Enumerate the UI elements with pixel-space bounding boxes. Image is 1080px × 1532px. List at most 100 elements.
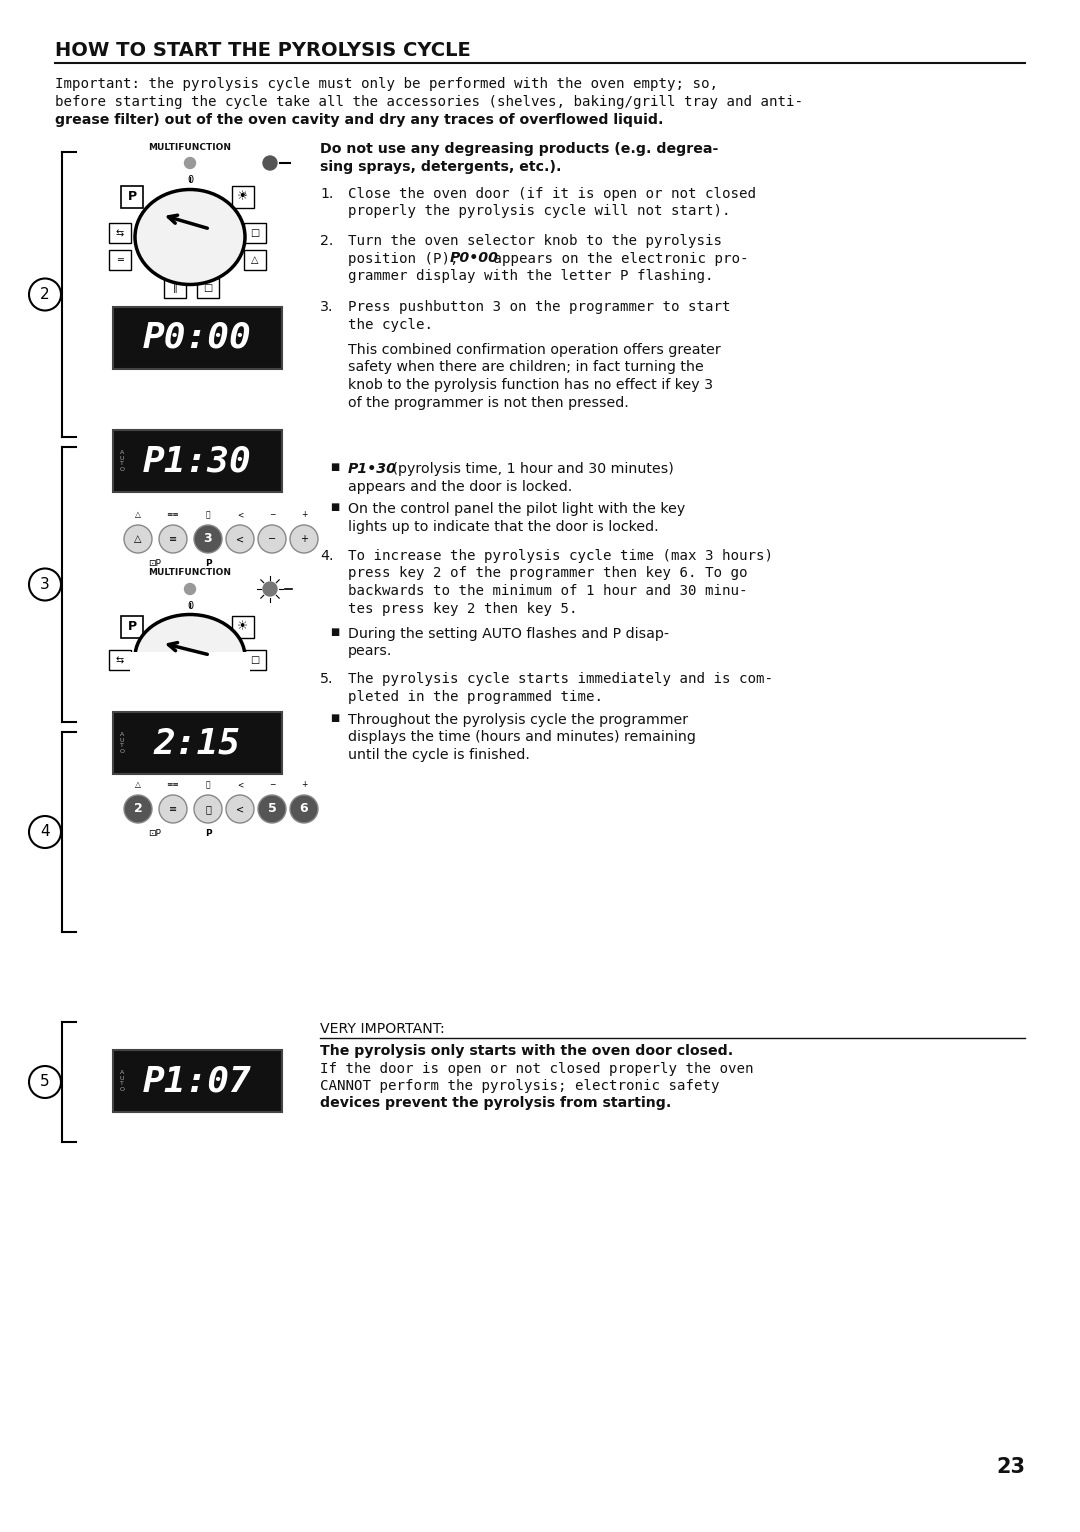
Text: This combined confirmation operation offers greater: This combined confirmation operation off… — [348, 343, 720, 357]
Text: 2: 2 — [40, 286, 50, 302]
Circle shape — [226, 795, 254, 823]
Text: △: △ — [252, 254, 259, 265]
Text: 3: 3 — [40, 578, 50, 591]
FancyBboxPatch shape — [113, 430, 282, 492]
Text: Close the oven door (if it is open or not closed: Close the oven door (if it is open or no… — [348, 187, 756, 201]
Circle shape — [124, 525, 152, 553]
Text: grammer display with the letter P flashing.: grammer display with the letter P flashi… — [348, 270, 714, 283]
FancyBboxPatch shape — [109, 650, 131, 669]
Ellipse shape — [135, 190, 245, 285]
Text: ═: ═ — [117, 254, 123, 265]
Text: 0: 0 — [187, 175, 193, 185]
FancyBboxPatch shape — [109, 224, 131, 244]
Text: P: P — [127, 190, 136, 204]
FancyBboxPatch shape — [113, 712, 282, 774]
Text: The pyrolysis only starts with the oven door closed.: The pyrolysis only starts with the oven … — [320, 1043, 733, 1059]
Circle shape — [258, 795, 286, 823]
Text: P: P — [205, 559, 212, 568]
Text: knob to the pyrolysis function has no effect if key 3: knob to the pyrolysis function has no ef… — [348, 378, 713, 392]
Text: lights up to indicate that the door is locked.: lights up to indicate that the door is l… — [348, 519, 659, 533]
Text: 5: 5 — [268, 803, 276, 815]
Text: Important: the pyrolysis cycle must only be performed with the oven empty; so,: Important: the pyrolysis cycle must only… — [55, 77, 718, 90]
FancyBboxPatch shape — [121, 616, 143, 637]
Text: before starting the cycle take all the accessories (shelves, baking/grill tray a: before starting the cycle take all the a… — [55, 95, 804, 109]
Text: The pyrolysis cycle starts immediately and is com-: The pyrolysis cycle starts immediately a… — [348, 673, 773, 686]
Text: □: □ — [251, 228, 259, 237]
Text: P0•00: P0•00 — [450, 251, 499, 265]
Circle shape — [291, 795, 318, 823]
Text: ⊡P: ⊡P — [149, 829, 161, 838]
Circle shape — [194, 525, 222, 553]
Text: *: * — [240, 192, 246, 202]
Circle shape — [264, 156, 276, 170]
Text: <: < — [237, 510, 243, 519]
Text: 4: 4 — [40, 824, 50, 840]
Text: 5.: 5. — [320, 673, 334, 686]
Text: ≡: ≡ — [168, 804, 177, 813]
Text: During the setting AUTO flashes and P disap-: During the setting AUTO flashes and P di… — [348, 627, 670, 640]
Text: of the programmer is not then pressed.: of the programmer is not then pressed. — [348, 395, 629, 409]
Text: MULTIFUNCTION: MULTIFUNCTION — [149, 142, 231, 152]
FancyBboxPatch shape — [109, 250, 131, 270]
Text: P: P — [127, 620, 136, 634]
Text: 2.: 2. — [320, 234, 334, 248]
Text: ⌖: ⌖ — [205, 780, 211, 789]
Text: −: − — [268, 535, 276, 544]
Bar — [130, 653, 249, 706]
Text: 0: 0 — [187, 601, 193, 611]
Text: pears.: pears. — [348, 645, 392, 659]
Text: 5: 5 — [40, 1074, 50, 1089]
FancyBboxPatch shape — [232, 616, 254, 637]
FancyBboxPatch shape — [113, 1049, 282, 1112]
Text: ■: ■ — [330, 463, 339, 472]
Text: A
U
T
O: A U T O — [120, 1071, 124, 1092]
Text: sing sprays, detergents, etc.).: sing sprays, detergents, etc.). — [320, 159, 562, 173]
Text: A
U
T
O: A U T O — [120, 732, 124, 754]
Text: 2:15: 2:15 — [153, 726, 241, 760]
Text: ⌖: ⌖ — [205, 510, 211, 519]
Text: P: P — [205, 829, 212, 838]
Text: devices prevent the pyrolysis from starting.: devices prevent the pyrolysis from start… — [320, 1097, 672, 1111]
Text: displays the time (hours and minutes) remaining: displays the time (hours and minutes) re… — [348, 731, 696, 745]
Text: ☀: ☀ — [238, 190, 248, 204]
Text: press key 2 of the programmer then key 6. To go: press key 2 of the programmer then key 6… — [348, 567, 747, 581]
Text: △: △ — [135, 780, 140, 789]
Text: Do not use any degreasing products (e.g. degrea-: Do not use any degreasing products (e.g.… — [320, 142, 718, 156]
Circle shape — [226, 525, 254, 553]
Text: To increase the pyrolysis cycle time (max 3 hours): To increase the pyrolysis cycle time (ma… — [348, 548, 773, 562]
Text: CANNOT perform the pyrolysis; electronic safety: CANNOT perform the pyrolysis; electronic… — [320, 1079, 719, 1092]
Text: backwards to the minimum of 1 hour and 30 minu-: backwards to the minimum of 1 hour and 3… — [348, 584, 747, 597]
Circle shape — [264, 582, 276, 596]
Text: If the door is open or not closed properly the oven: If the door is open or not closed proper… — [320, 1062, 754, 1075]
Text: tes press key 2 then key 5.: tes press key 2 then key 5. — [348, 602, 578, 616]
Circle shape — [185, 584, 195, 594]
FancyBboxPatch shape — [121, 185, 143, 208]
Text: 1.: 1. — [320, 187, 334, 201]
Text: MULTIFUNCTION: MULTIFUNCTION — [149, 568, 231, 578]
Text: Turn the oven selector knob to the pyrolysis: Turn the oven selector knob to the pyrol… — [348, 234, 723, 248]
Circle shape — [185, 158, 195, 169]
Text: △: △ — [135, 510, 140, 519]
Text: <: < — [235, 804, 244, 813]
Text: P1:30: P1:30 — [143, 444, 252, 478]
Text: 23: 23 — [996, 1457, 1025, 1477]
Text: □: □ — [251, 656, 259, 665]
FancyBboxPatch shape — [113, 306, 282, 369]
FancyBboxPatch shape — [244, 650, 266, 669]
Text: 3.: 3. — [320, 300, 334, 314]
Circle shape — [291, 525, 318, 553]
Text: position (P);: position (P); — [348, 251, 467, 265]
Text: ≡≡: ≡≡ — [166, 780, 179, 789]
Text: <: < — [237, 780, 243, 789]
Text: +: + — [301, 780, 307, 789]
Text: 3: 3 — [204, 533, 213, 545]
Text: pleted in the programmed time.: pleted in the programmed time. — [348, 689, 603, 703]
Text: A
U
T
O: A U T O — [120, 450, 124, 472]
Text: properly the pyrolysis cycle will not start).: properly the pyrolysis cycle will not st… — [348, 204, 730, 219]
Text: 4.: 4. — [320, 548, 334, 562]
Text: P1•30: P1•30 — [348, 463, 397, 476]
Text: HOW TO START THE PYROLYSIS CYCLE: HOW TO START THE PYROLYSIS CYCLE — [55, 41, 471, 60]
Text: ☀: ☀ — [238, 620, 248, 634]
Text: △: △ — [134, 535, 141, 544]
Text: Throughout the pyrolysis cycle the programmer: Throughout the pyrolysis cycle the progr… — [348, 712, 688, 728]
